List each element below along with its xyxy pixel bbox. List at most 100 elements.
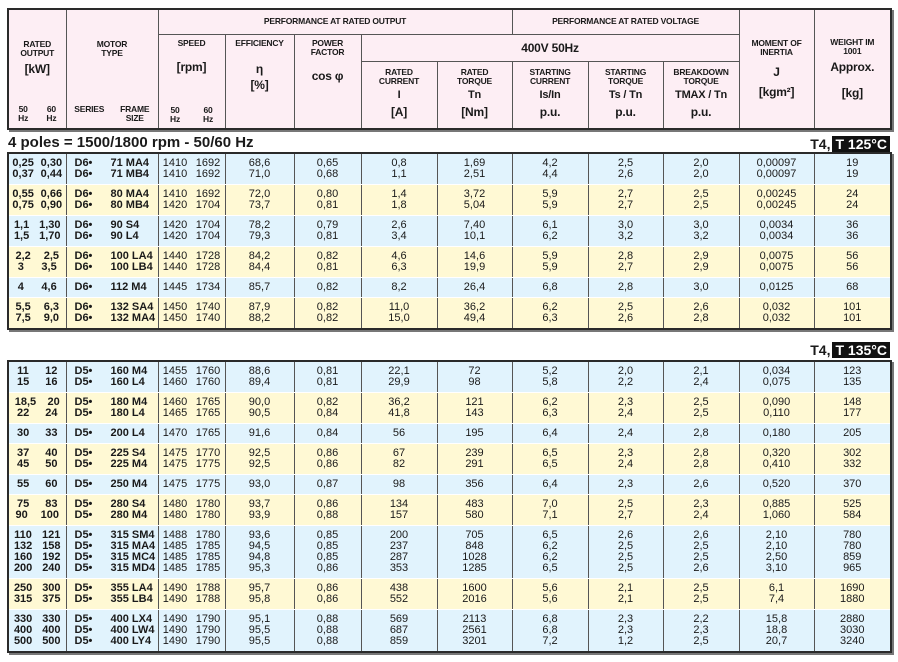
rpm-50hz: 1420 xyxy=(162,199,188,211)
rated-torque-value: 1028 xyxy=(462,551,487,563)
power-factor-value: 0,86 xyxy=(316,498,339,510)
rpm-50hz: 1475 xyxy=(162,447,188,459)
hz50-label: 50 Hz xyxy=(18,104,29,123)
i-symbol: I xyxy=(397,88,401,101)
starting-current-header: STARTING CURRENT Is/In p.u. xyxy=(511,60,589,130)
efficiency-value: 85,7 xyxy=(248,281,271,293)
power-factor-value: 0,82 xyxy=(316,396,339,408)
pu-unit: p.u. xyxy=(615,104,636,119)
rated-current-cell: 134 157 xyxy=(360,494,438,526)
rated-current-value: 569 xyxy=(389,613,409,625)
efficiency-label: EFFICIENCY xyxy=(235,37,284,48)
kw-60hz: 33 xyxy=(45,427,58,439)
efficiency-cell: 68,6 71,0 xyxy=(224,153,295,185)
breakdown-torque-value: 2,2 xyxy=(693,613,709,625)
starting-torque-cell: 3,0 3,2 xyxy=(587,215,664,247)
rated-output-line: 200 240 xyxy=(9,563,66,574)
frame-size: 80 MB4 xyxy=(110,199,150,211)
table-row-group: 37 40 45 50 D5• 225 S4 D5• 225 M4 1475 1770 1475 17… xyxy=(7,443,892,475)
starting-current-value: 5,2 xyxy=(542,365,558,377)
starting-torque-cell: 2,7 2,7 xyxy=(587,184,664,216)
breakdown-torque-cell: 2,2 2,3 2,5 xyxy=(662,609,740,653)
rated-output-line: 1,5 1,70 xyxy=(9,231,66,242)
inertia-value: 0,885 xyxy=(762,498,791,510)
series: D5• xyxy=(74,635,93,647)
starting-torque-value: 1,2 xyxy=(617,635,634,647)
starting-torque-cell: 2,1 2,1 xyxy=(587,578,664,610)
rpm-50hz: 1490 xyxy=(162,593,188,605)
kg-unit: [kg] xyxy=(841,85,863,100)
efficiency-value: 95,5 xyxy=(248,635,271,647)
starting-current-value: 6,2 xyxy=(542,540,558,552)
starting-current-value: 6,5 xyxy=(542,447,558,459)
rpm-60hz: 1775 xyxy=(195,478,221,490)
speed-line: 1445 1734 xyxy=(159,282,225,293)
inertia-cell: 0,320 0,410 xyxy=(738,443,815,475)
series: D6• xyxy=(74,188,93,200)
kw-50hz: 0,75 xyxy=(12,199,34,211)
pct-unit: [%] xyxy=(250,77,269,92)
weight-cell: 101 101 xyxy=(813,297,892,330)
starting-current-value: 5,9 xyxy=(542,199,558,211)
rated-torque-header: RATED TORQUE Tn [Nm] xyxy=(436,60,513,130)
starting-torque-value: 2,4 xyxy=(617,427,634,439)
starting-torque-cell: 2,0 2,2 xyxy=(587,361,664,393)
motor-type-line: D6• 71 MA4 xyxy=(67,158,158,169)
rated-torque-value: 3201 xyxy=(462,635,487,647)
efficiency-value: 84,2 xyxy=(248,250,271,262)
breakdown-torque-cell: 2,1 2,4 xyxy=(662,361,740,393)
starting-torque-value: 2,2 xyxy=(617,376,634,388)
rated-output-cell: 75 83 90 100 xyxy=(7,494,67,526)
frame-size: 315 SM4 xyxy=(110,529,155,541)
rated-torque-value: 10,1 xyxy=(463,230,486,242)
inertia-cell: 0,0075 0,0075 xyxy=(738,246,815,278)
starting-torque-cell: 2,8 xyxy=(587,277,664,298)
kw-60hz: 0,66 xyxy=(40,188,63,200)
inertia-cell: 0,032 0,032 xyxy=(738,297,815,330)
kw-unit: [kW] xyxy=(24,62,50,76)
breakdown-torque-value: 3,0 xyxy=(693,281,709,293)
table-row-group: 4 4,6 D6• 112 M4 1445 1734 85,7 0,82 8,2 26,4 6,8 2… xyxy=(7,277,892,298)
efficiency-value: 94,5 xyxy=(248,540,271,552)
kw-50hz: 315 xyxy=(13,593,33,605)
speed-line: 1488 1780 xyxy=(159,530,225,541)
inertia-value: 0,110 xyxy=(763,407,790,419)
power-factor-header: POWER FACTOR cos φ xyxy=(293,33,362,129)
weight-header: WEIGHT IM 1001 Approx. [kg] xyxy=(813,8,892,129)
kw-50hz: 330 xyxy=(13,613,33,625)
kw-60hz: 3,5 xyxy=(41,261,57,273)
weight-cell: 302 332 xyxy=(813,443,892,475)
starting-current-label: STARTING CURRENT xyxy=(529,66,571,86)
breakdown-torque-value: 2,8 xyxy=(693,427,709,439)
breakdown-torque-value: 2,6 xyxy=(693,562,709,574)
motor-type-line: D5• 400 LY4 xyxy=(67,636,158,647)
weight-cell: 24 24 xyxy=(813,184,892,216)
rated-output-line: 0,25 0,30 xyxy=(9,158,66,169)
rpm-60hz: 1775 xyxy=(195,458,221,470)
kw-60hz: 40 xyxy=(45,447,58,459)
speed-line: 1470 1765 xyxy=(159,428,225,439)
frame-size: 355 LA4 xyxy=(110,582,153,594)
weight-value: 24 xyxy=(846,188,859,200)
inertia-cell: 15,8 18,8 20,7 xyxy=(738,609,815,653)
power-factor-value: 0,84 xyxy=(316,427,339,439)
motor-type-cell: D6• 112 M4 xyxy=(65,277,159,298)
rated-current-value: 98 xyxy=(392,478,406,490)
motor-type-line: D6• 112 M4 xyxy=(67,282,158,293)
rpm-50hz: 1488 xyxy=(162,529,188,541)
rated-current-value: 3,4 xyxy=(391,230,407,242)
weight-cell: 780 780 859 965 xyxy=(813,525,892,579)
efficiency-value: 92,5 xyxy=(248,447,271,459)
weight-cell: 148 177 xyxy=(813,392,892,424)
series: D5• xyxy=(74,529,93,541)
rated-current-value: 8,2 xyxy=(391,281,407,293)
breakdown-torque-value: 2,5 xyxy=(693,540,709,552)
starting-torque-value: 2,7 xyxy=(617,188,634,200)
temp-class-2: T4, T 135°C xyxy=(810,342,890,358)
rpm-50hz: 1485 xyxy=(162,540,188,552)
starting-current-value: 7,1 xyxy=(542,509,558,521)
rpm-50hz: 1490 xyxy=(162,613,188,625)
table-row-group: 30 33 D5• 200 L4 1470 1765 91,6 0,84 56 195 6,4 2,4… xyxy=(7,423,892,444)
rated-torque-value: 580 xyxy=(465,509,484,521)
perf-rated-output-header: PERFORMANCE AT RATED OUTPUT xyxy=(157,8,513,35)
